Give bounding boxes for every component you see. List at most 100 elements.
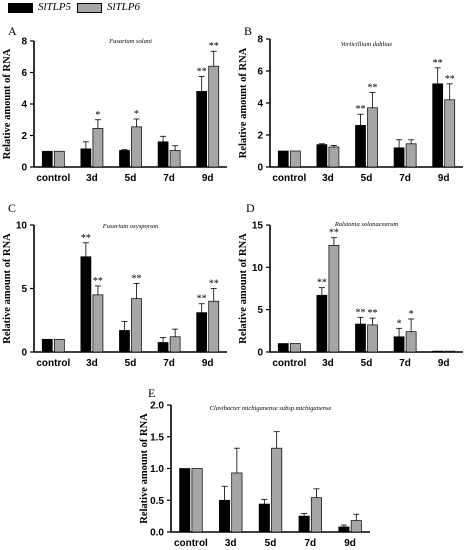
bar-e-sltlp5-0 xyxy=(179,468,191,533)
x-tick-label-e-2: 5d xyxy=(265,538,277,549)
significance-c-sltlp6-4: ** xyxy=(209,279,219,290)
panel-label-a: A xyxy=(8,24,17,38)
y-tick-label-b-4: 8 xyxy=(257,35,263,46)
bar-a-sltlp6-3 xyxy=(169,150,181,168)
bar-d-sltlp6-4 xyxy=(444,350,456,353)
bar-c-sltlp6-1 xyxy=(92,294,104,353)
bar-d-sltlp5-3 xyxy=(393,336,405,353)
x-tick-label-d-0: control xyxy=(272,358,306,369)
significance-a-sltlp6-2: * xyxy=(134,109,139,120)
bar-d-sltlp5-0 xyxy=(277,343,289,353)
bar-c-sltlp5-2 xyxy=(119,330,130,353)
bar-d-sltlp5-4 xyxy=(432,350,444,353)
x-tick-label-e-3: 7d xyxy=(304,538,316,549)
x-tick-label-b-1: 3d xyxy=(322,173,334,184)
bar-e-sltlp6-2 xyxy=(271,447,283,533)
panel-title-d: Ralstonia solanacearum xyxy=(334,221,399,228)
panel-title-a: Fusarium solani xyxy=(108,38,152,45)
significance-d-sltlp6-3: * xyxy=(409,309,414,320)
bar-a-sltlp5-3 xyxy=(157,141,169,168)
x-tick-label-a-0: control xyxy=(36,173,70,184)
bar-b-sltlp5-3 xyxy=(393,147,405,168)
x-tick-label-d-3: 7d xyxy=(399,358,411,369)
panel-label-e: E xyxy=(148,386,155,400)
bar-e-sltlp5-4 xyxy=(338,526,350,533)
bar-b-sltlp5-4 xyxy=(432,83,444,168)
x-tick-label-c-4: 9d xyxy=(202,358,214,369)
legend-label-sltlp6: SlTLP6 xyxy=(107,1,141,13)
y-tick-label-b-1: 2 xyxy=(257,131,263,142)
y-axis-label-a: Relative amount of RNA xyxy=(2,48,13,159)
significance-c-sltlp6-2: ** xyxy=(132,273,142,284)
y-tick-label-a-1: 2 xyxy=(21,131,27,142)
y-tick-label-a-3: 6 xyxy=(21,68,27,79)
bar-e-sltlp5-3 xyxy=(298,515,310,533)
y-tick-label-c-0: 0 xyxy=(21,348,27,359)
bar-e-sltlp5-2 xyxy=(258,503,270,533)
bar-a-sltlp5-2 xyxy=(119,150,130,168)
significance-a-sltlp5-4: ** xyxy=(197,66,207,77)
bar-c-sltlp6-2 xyxy=(131,298,142,353)
y-tick-label-b-0: 0 xyxy=(257,163,263,174)
y-tick-label-a-4: 8 xyxy=(21,37,27,48)
significance-a-sltlp6-4: ** xyxy=(209,41,219,52)
x-tick-label-c-3: 7d xyxy=(163,358,175,369)
x-tick-label-e-4: 9d xyxy=(344,538,356,549)
y-axis-label-b: Relative amount of RNA xyxy=(238,47,249,158)
x-tick-label-a-2: 5d xyxy=(125,173,137,184)
bar-a-sltlp6-1 xyxy=(92,128,104,168)
y-tick-label-d-2: 10 xyxy=(252,263,264,274)
significance-d-sltlp5-3: * xyxy=(397,318,402,329)
y-tick-label-e-1: 0.5 xyxy=(150,496,164,507)
panel-title-c: Fusarium oxysporum xyxy=(102,223,159,230)
x-tick-label-d-1: 3d xyxy=(322,358,334,369)
panel-label-d: D xyxy=(246,201,255,215)
x-tick-label-b-2: 5d xyxy=(361,173,373,184)
y-axis-label-d: Relative amount of RNA xyxy=(238,233,249,344)
bar-c-sltlp5-3 xyxy=(157,342,169,353)
significance-d-sltlp5-1: ** xyxy=(317,278,327,289)
significance-d-sltlp6-2: ** xyxy=(368,308,378,319)
bar-a-sltlp6-4 xyxy=(208,65,220,168)
bar-b-sltlp5-2 xyxy=(355,125,366,168)
bar-b-sltlp6-1 xyxy=(328,146,340,168)
bar-c-sltlp5-4 xyxy=(196,312,208,353)
bar-b-sltlp6-3 xyxy=(405,143,417,168)
bar-e-sltlp6-3 xyxy=(310,497,322,533)
significance-b-sltlp6-4: ** xyxy=(445,74,455,85)
significance-d-sltlp6-1: ** xyxy=(329,228,339,239)
bar-e-sltlp6-0 xyxy=(191,468,203,533)
bar-c-sltlp6-0 xyxy=(53,338,65,353)
x-tick-label-c-1: 3d xyxy=(86,358,98,369)
bar-a-sltlp5-1 xyxy=(80,148,92,168)
x-tick-label-a-3: 7d xyxy=(163,173,175,184)
panel-label-c: C xyxy=(8,201,16,215)
bar-c-sltlp6-3 xyxy=(169,336,181,353)
significance-c-sltlp5-1: ** xyxy=(81,233,91,244)
significance-c-sltlp6-1: ** xyxy=(93,276,103,287)
y-tick-label-e-4: 2.0 xyxy=(150,401,164,412)
panel-title-e: Clavibacter michiganense subsp.michigane… xyxy=(210,405,332,412)
x-tick-label-a-4: 9d xyxy=(202,173,214,184)
bar-b-sltlp6-0 xyxy=(289,150,301,168)
y-tick-label-e-2: 1.0 xyxy=(150,464,164,475)
y-tick-label-d-3: 15 xyxy=(252,221,264,232)
bar-b-sltlp5-0 xyxy=(277,150,289,168)
legend-label-sltlp5: SlTLP5 xyxy=(38,1,72,13)
significance-b-sltlp5-4: ** xyxy=(433,58,443,69)
bar-b-sltlp6-4 xyxy=(444,99,456,168)
bar-b-sltlp5-1 xyxy=(316,144,328,168)
significance-c-sltlp5-4: ** xyxy=(197,294,207,305)
panel-label-b: B xyxy=(244,24,252,38)
x-tick-label-e-1: 3d xyxy=(225,538,237,549)
significance-b-sltlp5-2: ** xyxy=(355,104,365,115)
bar-d-sltlp6-2 xyxy=(367,324,378,353)
bar-a-sltlp5-0 xyxy=(41,150,53,168)
x-tick-label-e-0: control xyxy=(174,538,208,549)
bar-c-sltlp5-1 xyxy=(80,256,92,353)
bar-a-sltlp6-2 xyxy=(131,126,142,168)
y-tick-label-d-0: 0 xyxy=(257,348,263,359)
y-axis-label-c: Relative amount of RNA xyxy=(2,233,13,344)
y-tick-label-c-1: 5 xyxy=(21,284,27,295)
